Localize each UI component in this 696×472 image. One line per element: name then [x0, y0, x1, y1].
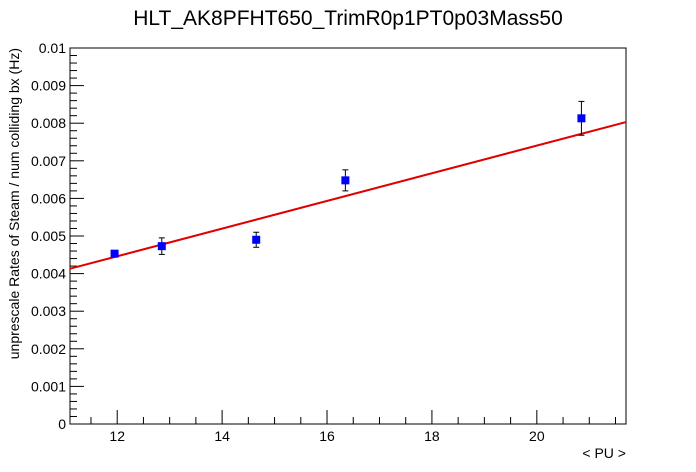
- y-tick-label: 0.004: [31, 266, 66, 282]
- y-tick-label: 0.002: [31, 341, 66, 357]
- x-tick-label: 20: [529, 428, 545, 444]
- point-marker: [577, 114, 586, 123]
- y-axis-label: unprescale Rates of Steam / num collidin…: [6, 48, 22, 359]
- y-tick-label: 0.01: [39, 40, 66, 56]
- data-point: [341, 169, 350, 192]
- data-points-layer: [110, 100, 586, 258]
- point-marker: [110, 249, 119, 258]
- data-point: [110, 249, 119, 258]
- plot-frame: [69, 47, 627, 425]
- x-tick-label: 16: [319, 428, 335, 444]
- plot-area-border: [69, 47, 627, 425]
- data-point: [157, 237, 166, 255]
- point-marker: [157, 242, 166, 251]
- y-tick-label: 0.007: [31, 153, 66, 169]
- y-tick-label: 0.009: [31, 78, 66, 94]
- y-tick-label: 0.008: [31, 115, 66, 131]
- y-tick-label: 0.001: [31, 378, 66, 394]
- chart-title: HLT_AK8PFHT650_TrimR0p1PT0p03Mass50: [133, 7, 563, 30]
- point-marker: [252, 235, 261, 244]
- y-axis: 0 0.001 0.002 0.003 0.004 0.005 0.006 0.007 0.00…: [31, 40, 84, 432]
- y-tick-label: 0: [58, 416, 66, 432]
- data-point: [577, 100, 586, 136]
- fit-line: [69, 121, 627, 270]
- x-tick-label: 18: [424, 428, 440, 444]
- point-marker: [341, 176, 350, 185]
- y-tick-label: 0.006: [31, 190, 66, 206]
- data-point: [252, 231, 261, 248]
- x-axis-label: < PU >: [582, 445, 626, 461]
- y-tick-label: 0.003: [31, 303, 66, 319]
- fit-line-layer: [69, 121, 627, 270]
- x-tick-label: 14: [214, 428, 230, 444]
- x-tick-label: 12: [109, 428, 125, 444]
- x-axis: 12 14 16 18 20: [90, 410, 617, 444]
- y-tick-label: 0.005: [31, 228, 66, 244]
